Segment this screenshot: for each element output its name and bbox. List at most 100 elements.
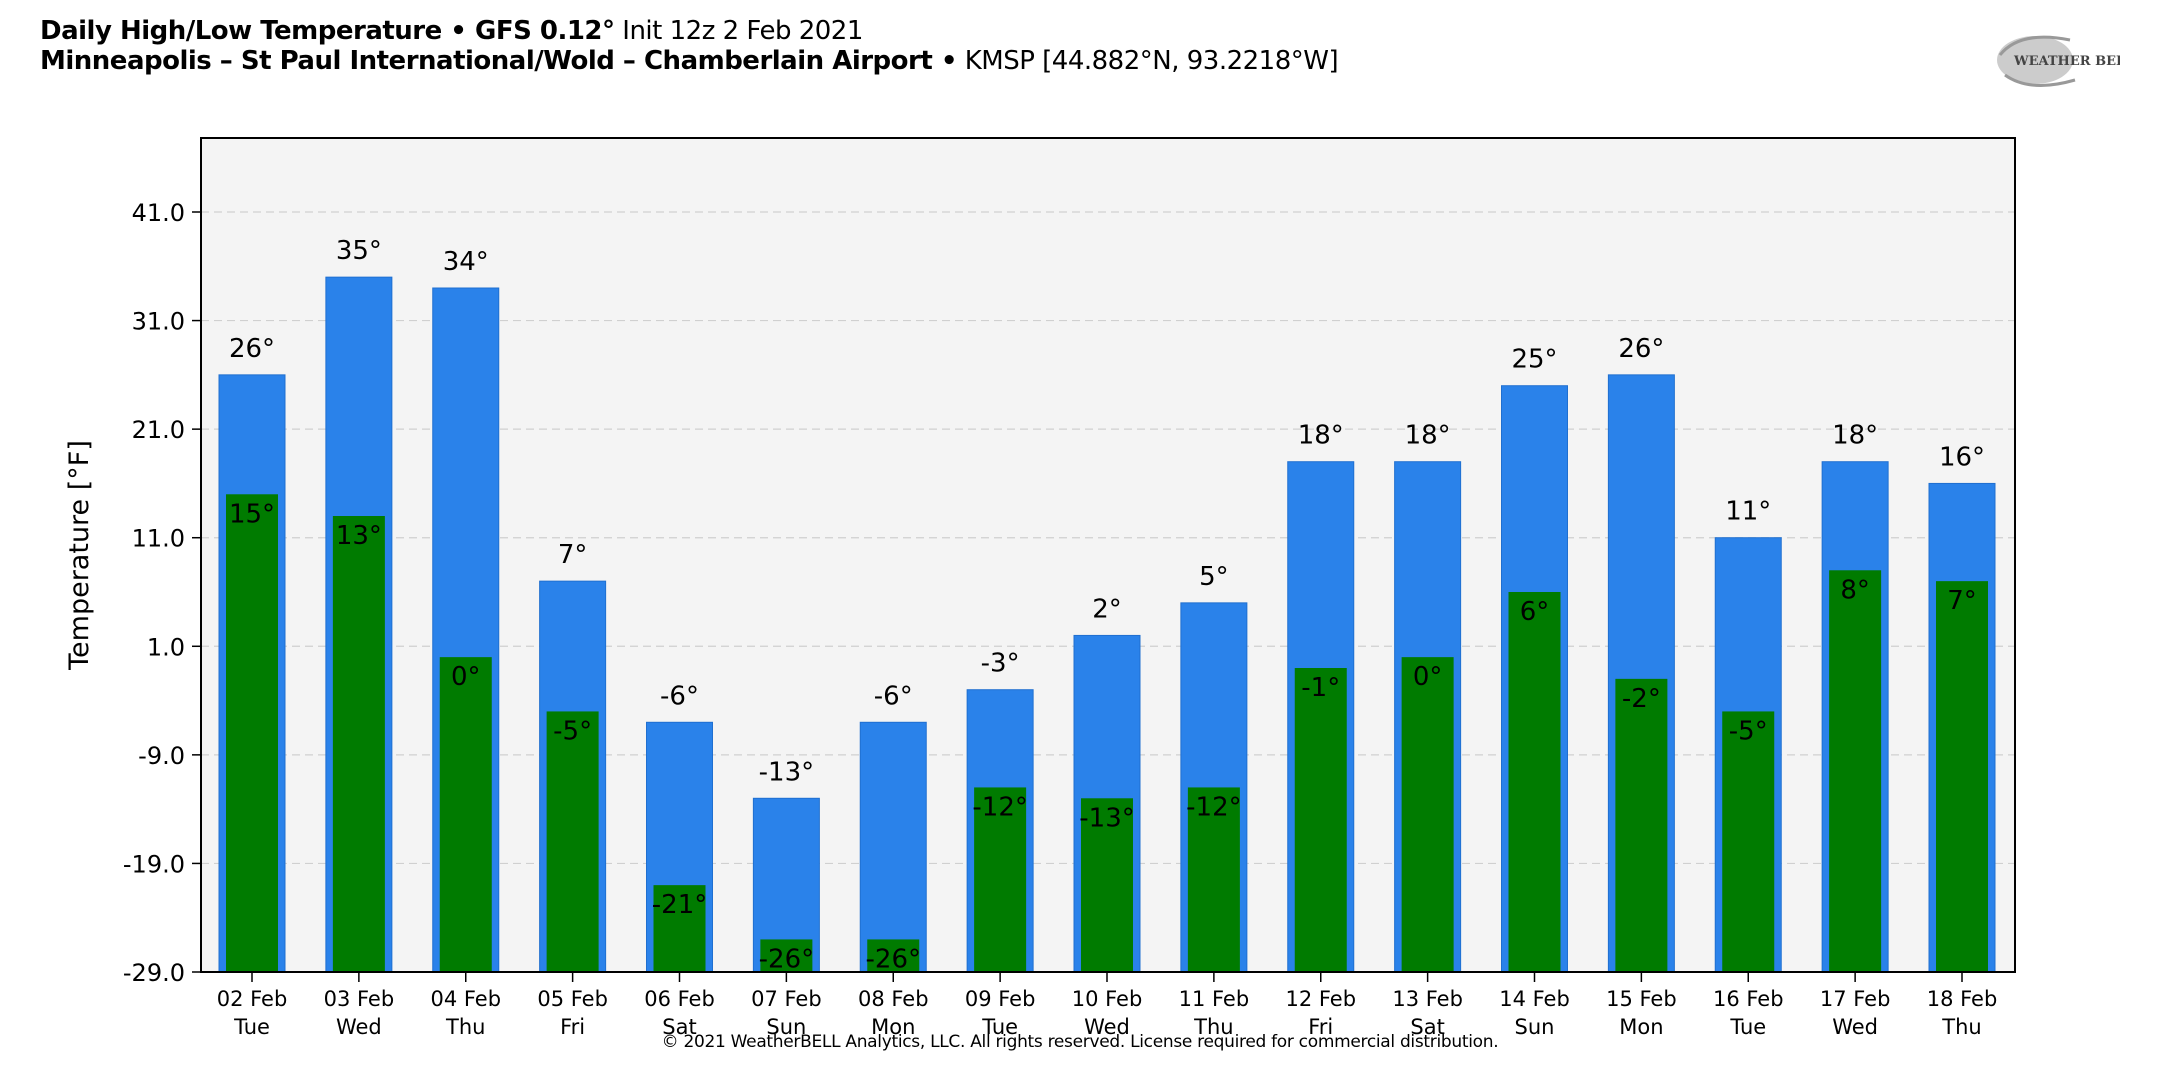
low-label: -2° [1622,684,1661,714]
low-bar [226,494,278,972]
low-label: 13° [336,521,382,551]
chart-subtitle-location: Minneapolis – St Paul International/Wold… [40,46,1339,76]
high-label: 5° [1199,562,1229,592]
y-tick-label: 1.0 [147,633,185,661]
x-tick-day: Wed [336,1015,382,1039]
low-label: 7° [1947,586,1977,616]
low-label: 8° [1840,575,1870,605]
x-tick-date: 15 Feb [1606,987,1677,1011]
x-tick-date: 17 Feb [1820,987,1891,1011]
low-label: -26° [759,944,814,974]
low-label: -13° [1079,803,1134,833]
x-tick-date: 18 Feb [1927,987,1998,1011]
low-bar [1615,678,1668,972]
low-label: -26° [866,944,921,974]
high-label: 18° [1405,421,1451,451]
low-bar [1081,798,1133,972]
copyright-notice: © 2021 WeatherBELL Analytics, LLC. All r… [661,1032,1499,1052]
x-tick-date: 13 Feb [1392,987,1463,1011]
low-label: -5° [553,716,592,746]
x-tick-day: Wed [1832,1015,1878,1039]
x-tick-date: 08 Feb [858,987,929,1011]
low-label: 0° [1413,662,1443,692]
high-label: 35° [336,236,382,266]
x-tick-date: 03 Feb [324,987,395,1011]
low-bar [1187,787,1240,972]
low-label: 6° [1520,597,1550,627]
x-tick-date: 12 Feb [1285,987,1356,1011]
x-tick-day: Tue [233,1015,270,1039]
high-label: -3° [981,649,1020,679]
high-bar [859,721,927,973]
x-tick-day: Sat [662,1015,696,1039]
low-bar [653,885,706,972]
y-tick-label: 31.0 [132,308,185,336]
high-label: 16° [1939,442,1985,472]
x-tick-date: 06 Feb [644,987,715,1011]
high-label: 34° [443,247,489,277]
x-tick-day: Sat [1410,1015,1444,1039]
x-tick-date: 16 Feb [1713,987,1784,1011]
x-tick-day: Sun [766,1015,806,1039]
y-tick-label: 41.0 [132,199,185,227]
x-tick-day: Fri [560,1015,585,1039]
low-label: -12° [1186,792,1241,822]
x-tick-day: Tue [981,1015,1018,1039]
x-tick-date: 02 Feb [217,987,288,1011]
chart-title: Daily High/Low Temperature • GFS 0.12° I… [40,16,863,46]
low-bar [1936,581,1988,972]
low-label: 0° [451,662,481,692]
high-label: 25° [1511,345,1557,375]
y-tick-label: 21.0 [132,416,185,444]
y-tick-label: -19.0 [123,850,185,878]
svg-text:WEATHER BELL: WEATHER BELL [2013,54,2120,69]
plot-frame [200,137,2016,973]
high-label: 18° [1298,421,1344,451]
y-axis-label: Temperature [°F] [64,440,95,671]
low-label: 15° [229,499,275,529]
low-bar [1401,657,1454,972]
x-tick-day: Thu [1193,1015,1233,1039]
low-bar [974,787,1027,972]
low-bar [867,939,920,972]
x-tick-date: 05 Feb [537,987,608,1011]
high-label: 18° [1832,421,1878,451]
x-tick-date: 14 Feb [1499,987,1570,1011]
x-tick-date: 04 Feb [430,987,501,1011]
low-bar [546,711,599,972]
high-label: -6° [874,681,913,711]
low-label: -5° [1729,716,1768,746]
weatherbell-logo: WEATHER BELL [1997,35,2120,87]
x-tick-day: Wed [1084,1015,1130,1039]
high-label: 11° [1725,497,1771,527]
low-label: -21° [652,890,707,920]
high-label: -13° [759,757,814,787]
high-label: 26° [229,334,275,364]
low-bar [1722,711,1775,972]
low-bar [1508,592,1561,972]
low-bar [1294,668,1347,972]
x-tick-day: Tue [1729,1015,1766,1039]
y-tick-label: 11.0 [132,525,185,553]
y-tick-label: -29.0 [123,959,185,987]
x-tick-day: Thu [1941,1015,1981,1039]
low-bar [760,939,813,972]
high-label: 2° [1092,594,1122,624]
x-tick-date: 09 Feb [965,987,1036,1011]
low-bar [1829,570,1882,972]
low-label: -1° [1301,673,1340,703]
y-tick-label: -9.0 [138,742,185,770]
low-bar [332,516,385,972]
high-label: 7° [558,540,588,570]
x-tick-day: Thu [445,1015,485,1039]
low-bar [439,657,492,972]
x-tick-day: Sun [1515,1015,1555,1039]
low-label: -12° [972,792,1027,822]
x-tick-day: Mon [871,1015,915,1039]
x-tick-date: 07 Feb [751,987,822,1011]
high-label: -6° [660,681,699,711]
high-label: 26° [1618,334,1664,364]
x-tick-day: Fri [1308,1015,1333,1039]
x-tick-day: Mon [1619,1015,1663,1039]
